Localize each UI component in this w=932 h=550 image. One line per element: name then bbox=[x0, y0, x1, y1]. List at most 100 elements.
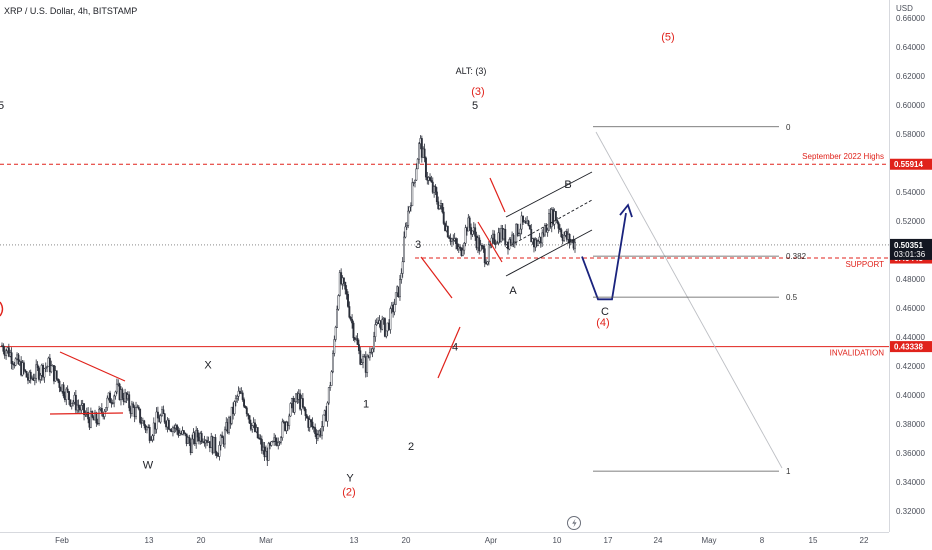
candle-body bbox=[106, 397, 109, 408]
candle-body bbox=[537, 241, 540, 246]
candle-body bbox=[459, 246, 462, 249]
candle-body bbox=[214, 437, 217, 453]
wave-label-black: 3 bbox=[415, 239, 421, 251]
price-tick-label: 0.64000 bbox=[896, 43, 925, 52]
candle-body bbox=[314, 427, 317, 435]
candle-body bbox=[516, 223, 519, 236]
candle-body bbox=[184, 432, 187, 435]
candle-body bbox=[155, 411, 158, 430]
price-tick-label: 0.42000 bbox=[896, 362, 925, 371]
candle-body bbox=[434, 186, 437, 193]
candle-body bbox=[77, 404, 80, 408]
candle-body bbox=[441, 203, 444, 213]
candle-body bbox=[228, 417, 230, 433]
candle-body bbox=[25, 371, 28, 378]
price-tick-label: 0.38000 bbox=[896, 420, 925, 429]
candle-body bbox=[248, 415, 251, 424]
candle-body bbox=[74, 394, 77, 411]
candle-body bbox=[139, 408, 142, 423]
candle-body bbox=[383, 318, 386, 337]
candle-body bbox=[418, 143, 421, 160]
wave-label-black: 2 bbox=[408, 441, 414, 453]
candle-body bbox=[260, 439, 263, 451]
candle-body bbox=[316, 434, 319, 439]
candle-body bbox=[104, 407, 107, 412]
chart-title: XRP / U.S. Dollar, 4h, BITSTAMP bbox=[4, 6, 137, 16]
candle-body bbox=[256, 427, 259, 439]
time-tick-label: 22 bbox=[860, 536, 869, 545]
wave-label-black: B bbox=[564, 179, 571, 191]
candle-body bbox=[270, 441, 273, 446]
candle-body bbox=[274, 437, 277, 442]
candle-body bbox=[424, 157, 427, 178]
candle-body bbox=[80, 405, 83, 411]
candle-body bbox=[329, 385, 332, 388]
time-tick-label: Apr bbox=[485, 536, 498, 545]
candle-body bbox=[234, 397, 237, 402]
candle-body bbox=[285, 422, 288, 431]
candle-body bbox=[167, 419, 170, 430]
candle-body bbox=[259, 438, 262, 440]
candle-body bbox=[352, 322, 355, 339]
candle-body bbox=[230, 406, 233, 424]
candle-body bbox=[371, 348, 374, 353]
candle-body bbox=[100, 408, 103, 414]
time-tick-label: Mar bbox=[259, 536, 273, 545]
invalidation-price-tag-bg bbox=[890, 341, 932, 353]
candle-body bbox=[191, 438, 194, 453]
candle-body bbox=[218, 445, 221, 457]
candle-body bbox=[304, 408, 307, 416]
candle-body bbox=[244, 406, 247, 409]
candle-body bbox=[50, 365, 53, 373]
candle-body bbox=[337, 295, 340, 310]
candle-body bbox=[7, 347, 10, 357]
countdown-label: 03:01:36 bbox=[894, 250, 926, 259]
wedge-lower-line bbox=[49, 412, 124, 415]
candle-body bbox=[331, 353, 334, 373]
channel-upper-line bbox=[505, 171, 593, 218]
candle-body bbox=[349, 317, 352, 320]
candle-body bbox=[37, 367, 40, 380]
candle-series bbox=[1, 135, 576, 467]
candle-body bbox=[356, 338, 359, 345]
candle-body bbox=[528, 225, 531, 230]
candle-body bbox=[478, 237, 481, 252]
candle-body bbox=[115, 383, 118, 393]
candle-body bbox=[121, 389, 124, 399]
candle-body bbox=[10, 352, 13, 364]
candle-body bbox=[237, 390, 240, 397]
candle-body bbox=[177, 429, 180, 436]
replay-icon[interactable] bbox=[567, 516, 581, 530]
candle-body bbox=[281, 421, 284, 439]
candle-body bbox=[91, 411, 94, 418]
candle-body bbox=[278, 441, 281, 444]
candle-body bbox=[200, 433, 203, 443]
candle-body bbox=[33, 377, 36, 381]
time-tick-label: 10 bbox=[553, 536, 562, 545]
candle-body bbox=[258, 437, 261, 439]
candle-body bbox=[408, 206, 411, 212]
candle-body bbox=[461, 249, 464, 256]
price-tick-label: 0.32000 bbox=[896, 507, 925, 516]
candle-body bbox=[162, 409, 165, 415]
candle-body bbox=[243, 399, 246, 407]
wave-label-red: (5) bbox=[661, 31, 674, 43]
candle-body bbox=[14, 358, 17, 366]
channel-mid-line bbox=[505, 199, 593, 249]
candle-body bbox=[423, 148, 426, 159]
candle-body bbox=[254, 422, 256, 432]
candle-body bbox=[301, 398, 304, 407]
candle-body bbox=[381, 319, 384, 330]
correction-upper-line bbox=[489, 177, 506, 213]
candle-body bbox=[345, 289, 348, 295]
projection-arrow-head bbox=[619, 203, 633, 218]
candle-body bbox=[556, 219, 559, 224]
candle-body bbox=[415, 168, 418, 181]
wave-label-black: 5 bbox=[0, 100, 4, 112]
candle-body bbox=[271, 441, 274, 443]
candle-body bbox=[327, 387, 330, 404]
candle-body bbox=[35, 364, 38, 379]
price-tick-label: 0.48000 bbox=[896, 275, 925, 284]
sept-high-price-tag: 0.55914 bbox=[894, 160, 923, 169]
